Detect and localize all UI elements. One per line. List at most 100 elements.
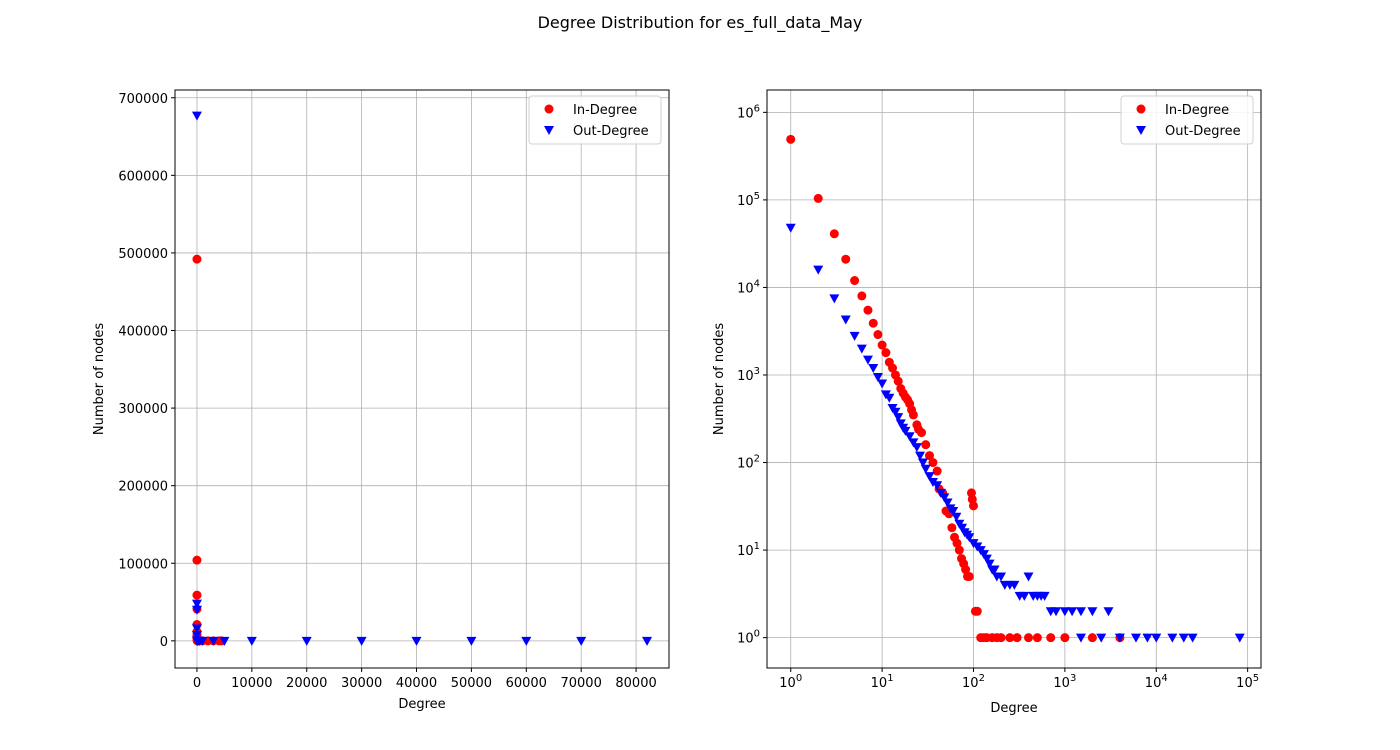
log-x-axis-label: Degree <box>990 701 1037 716</box>
linear-degree-panel: 0 10000 20000 30000 40000 50000 60000 70000 8000… <box>92 89 670 712</box>
data-point <box>1075 607 1086 617</box>
data-point <box>191 599 202 609</box>
data-point <box>884 393 895 403</box>
data-point <box>786 134 796 144</box>
legend-marker-out-degree <box>1136 126 1146 135</box>
data-point <box>1024 633 1034 643</box>
data-point <box>954 545 964 555</box>
data-point <box>932 466 942 476</box>
y-tick-label: 104 <box>737 278 760 296</box>
data-point <box>192 590 202 600</box>
data-point <box>1187 633 1198 643</box>
linear-series-in-degree <box>192 254 227 646</box>
data-point <box>841 254 851 264</box>
data-point <box>972 606 982 616</box>
data-point <box>521 636 532 646</box>
data-point <box>576 636 587 646</box>
data-point <box>197 636 208 646</box>
data-point <box>829 229 839 239</box>
linear-x-axis-label: Degree <box>398 697 445 712</box>
data-point <box>219 636 230 646</box>
linear-data-points <box>191 111 653 646</box>
x-tick-label: 60000 <box>506 676 547 691</box>
y-tick-label: 0 <box>160 635 168 650</box>
data-point <box>893 413 904 423</box>
linear-grid <box>175 90 669 668</box>
x-tick-label: 20000 <box>286 676 327 691</box>
data-point <box>857 291 867 301</box>
data-point <box>964 533 975 543</box>
data-point <box>989 565 1000 575</box>
log-y-axis-label: Number of nodes <box>712 323 727 435</box>
data-point <box>1114 633 1125 643</box>
legend-label-out-degree: Out-Degree <box>1165 124 1241 139</box>
data-point <box>1103 607 1114 617</box>
data-point <box>1130 633 1141 643</box>
data-point <box>863 305 873 315</box>
linear-legend: In-Degree Out-Degree <box>528 95 662 145</box>
data-point <box>961 565 971 575</box>
data-point <box>1142 633 1153 643</box>
data-point <box>1012 633 1022 643</box>
data-point <box>208 636 219 646</box>
data-point <box>877 340 887 350</box>
data-point <box>890 407 901 417</box>
data-point <box>996 633 1006 643</box>
data-point <box>829 294 840 304</box>
data-point <box>1009 580 1020 590</box>
linear-axes-frame <box>174 89 670 669</box>
data-point <box>840 315 851 325</box>
data-point <box>868 318 878 328</box>
data-point <box>1087 607 1098 617</box>
y-tick-label: 103 <box>737 366 760 384</box>
data-point <box>1151 633 1162 643</box>
data-point <box>1087 633 1097 643</box>
data-point <box>411 636 422 646</box>
data-point <box>877 379 888 389</box>
data-point <box>920 464 931 474</box>
data-point <box>849 331 860 341</box>
legend-marker-in-degree <box>544 104 554 114</box>
data-point <box>1067 607 1078 617</box>
x-tick-label: 50000 <box>451 676 492 691</box>
y-tick-label: 500000 <box>118 247 168 262</box>
data-point <box>928 458 938 468</box>
legend-label-out-degree: Out-Degree <box>573 124 649 139</box>
data-point <box>908 410 918 420</box>
data-point <box>1019 591 1030 601</box>
data-point <box>942 498 953 508</box>
data-point <box>908 438 919 448</box>
log-axes-frame <box>766 89 1262 669</box>
data-point <box>813 265 824 275</box>
data-point <box>872 372 883 382</box>
data-point <box>924 451 934 461</box>
data-point <box>1032 633 1042 643</box>
data-point <box>984 559 995 569</box>
log-legend: In-Degree Out-Degree <box>1120 95 1254 145</box>
log-degree-panel: 100 101 102 103 104 105 100 101 102 103 104 105 106 D… <box>712 89 1262 716</box>
data-point <box>917 428 927 438</box>
data-point <box>981 554 992 564</box>
data-point <box>191 624 202 634</box>
x-tick-label: 102 <box>962 673 985 691</box>
data-point <box>192 555 202 565</box>
x-tick-label: 70000 <box>560 676 601 691</box>
data-point <box>921 440 931 450</box>
data-point <box>900 426 911 436</box>
data-point <box>850 276 860 286</box>
x-tick-label: 30000 <box>341 676 382 691</box>
data-point <box>1075 633 1086 643</box>
data-point <box>862 355 873 365</box>
data-point <box>951 512 962 522</box>
data-point <box>924 472 935 482</box>
data-point <box>888 363 898 373</box>
x-tick-label: 0 <box>193 676 201 691</box>
data-point <box>1167 633 1178 643</box>
log-ticks: 100 101 102 103 104 105 100 101 102 103 104 105 106 <box>737 103 1259 691</box>
data-point <box>1178 633 1189 643</box>
data-point <box>1096 633 1107 643</box>
data-point <box>952 538 962 548</box>
linear-ticks: 0 10000 20000 30000 40000 50000 60000 70000 8000… <box>118 92 656 691</box>
data-point <box>191 111 202 121</box>
